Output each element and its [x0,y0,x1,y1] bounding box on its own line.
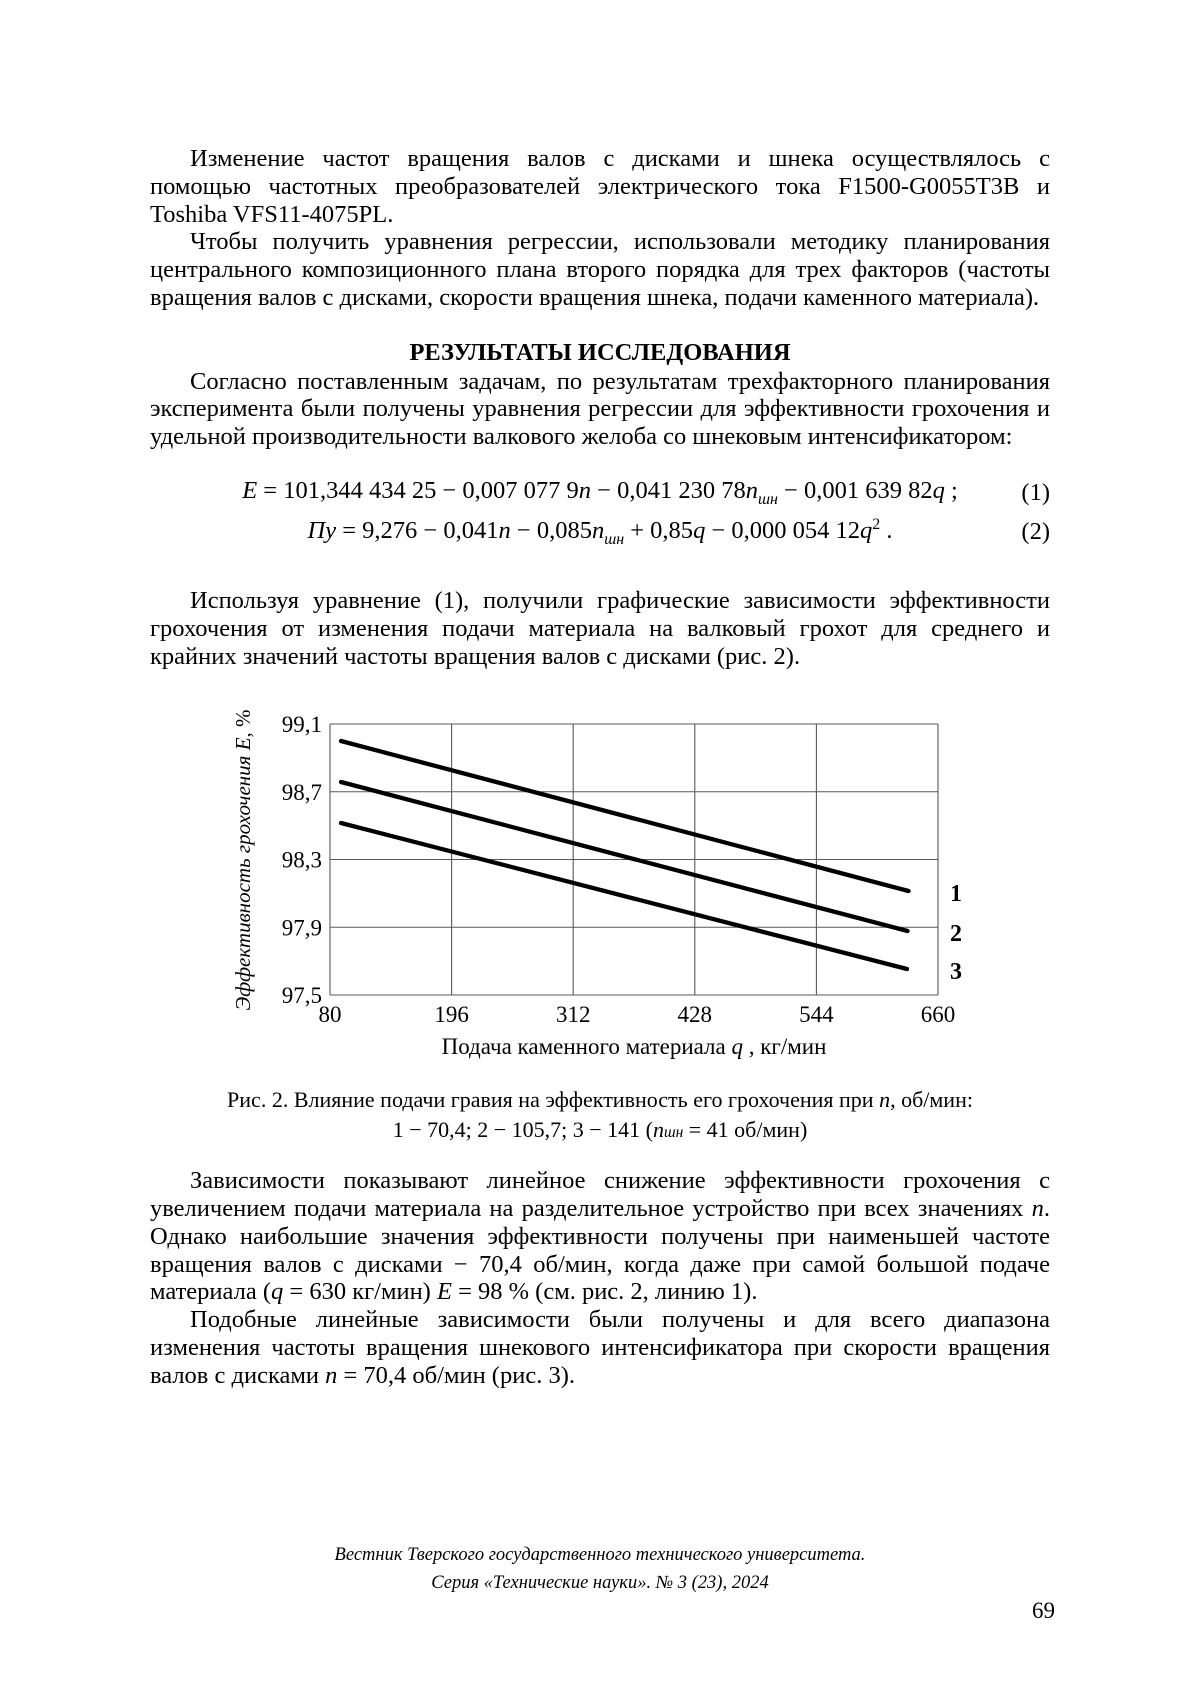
svg-text:Эффективность грохочения E, %: Эффективность грохочения E, % [231,710,255,1011]
svg-text:97,9: 97,9 [282,916,322,941]
svg-text:3: 3 [950,959,962,985]
svg-text:Подача каменного материала q: Подача каменного материала q , кг/мин [442,1034,827,1059]
svg-text:428: 428 [678,1002,713,1027]
svg-text:98,3: 98,3 [282,848,322,873]
svg-text:80: 80 [319,1002,342,1027]
svg-text:98,7: 98,7 [282,780,322,805]
svg-text:99,1: 99,1 [282,712,322,737]
svg-text:2: 2 [950,921,962,947]
svg-text:660: 660 [921,1002,956,1027]
svg-text:196: 196 [434,1002,469,1027]
svg-text:97,5: 97,5 [282,983,322,1008]
svg-text:1: 1 [950,881,962,907]
svg-text:544: 544 [799,1002,834,1027]
svg-text:312: 312 [556,1002,591,1027]
